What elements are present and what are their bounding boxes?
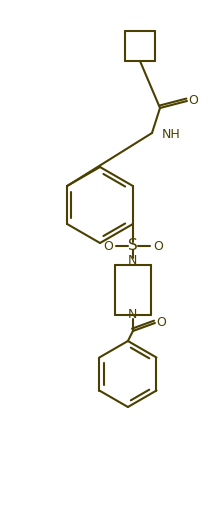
Text: NH: NH xyxy=(162,129,181,142)
Text: O: O xyxy=(153,240,163,253)
Text: S: S xyxy=(128,238,138,254)
Text: N: N xyxy=(128,309,138,322)
Text: O: O xyxy=(103,240,113,253)
Text: O: O xyxy=(188,94,198,107)
Text: O: O xyxy=(156,315,166,328)
Text: N: N xyxy=(128,254,138,267)
